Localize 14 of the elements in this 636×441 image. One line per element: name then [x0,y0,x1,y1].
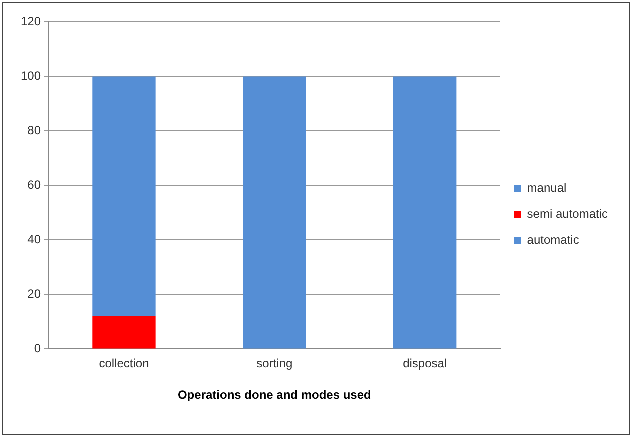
y-tick-label: 20 [28,287,42,302]
legend-label: manual [527,180,567,195]
y-tick-label: 60 [28,178,42,192]
legend-label: semi automatic [527,206,608,221]
x-tick-label: sorting [256,356,293,371]
y-tick-label: 0 [34,342,42,356]
x-axis-title: Operations done and modes used [178,388,372,402]
y-tick-label: 40 [28,232,42,247]
y-tick-label: 100 [20,69,42,84]
y-tick-label: 80 [28,124,42,138]
x-tick-label: disposal [403,356,448,371]
x-tick-label: collection [99,356,150,371]
legend-label: automatic [527,232,580,247]
y-tick-label: 120 [20,14,42,29]
